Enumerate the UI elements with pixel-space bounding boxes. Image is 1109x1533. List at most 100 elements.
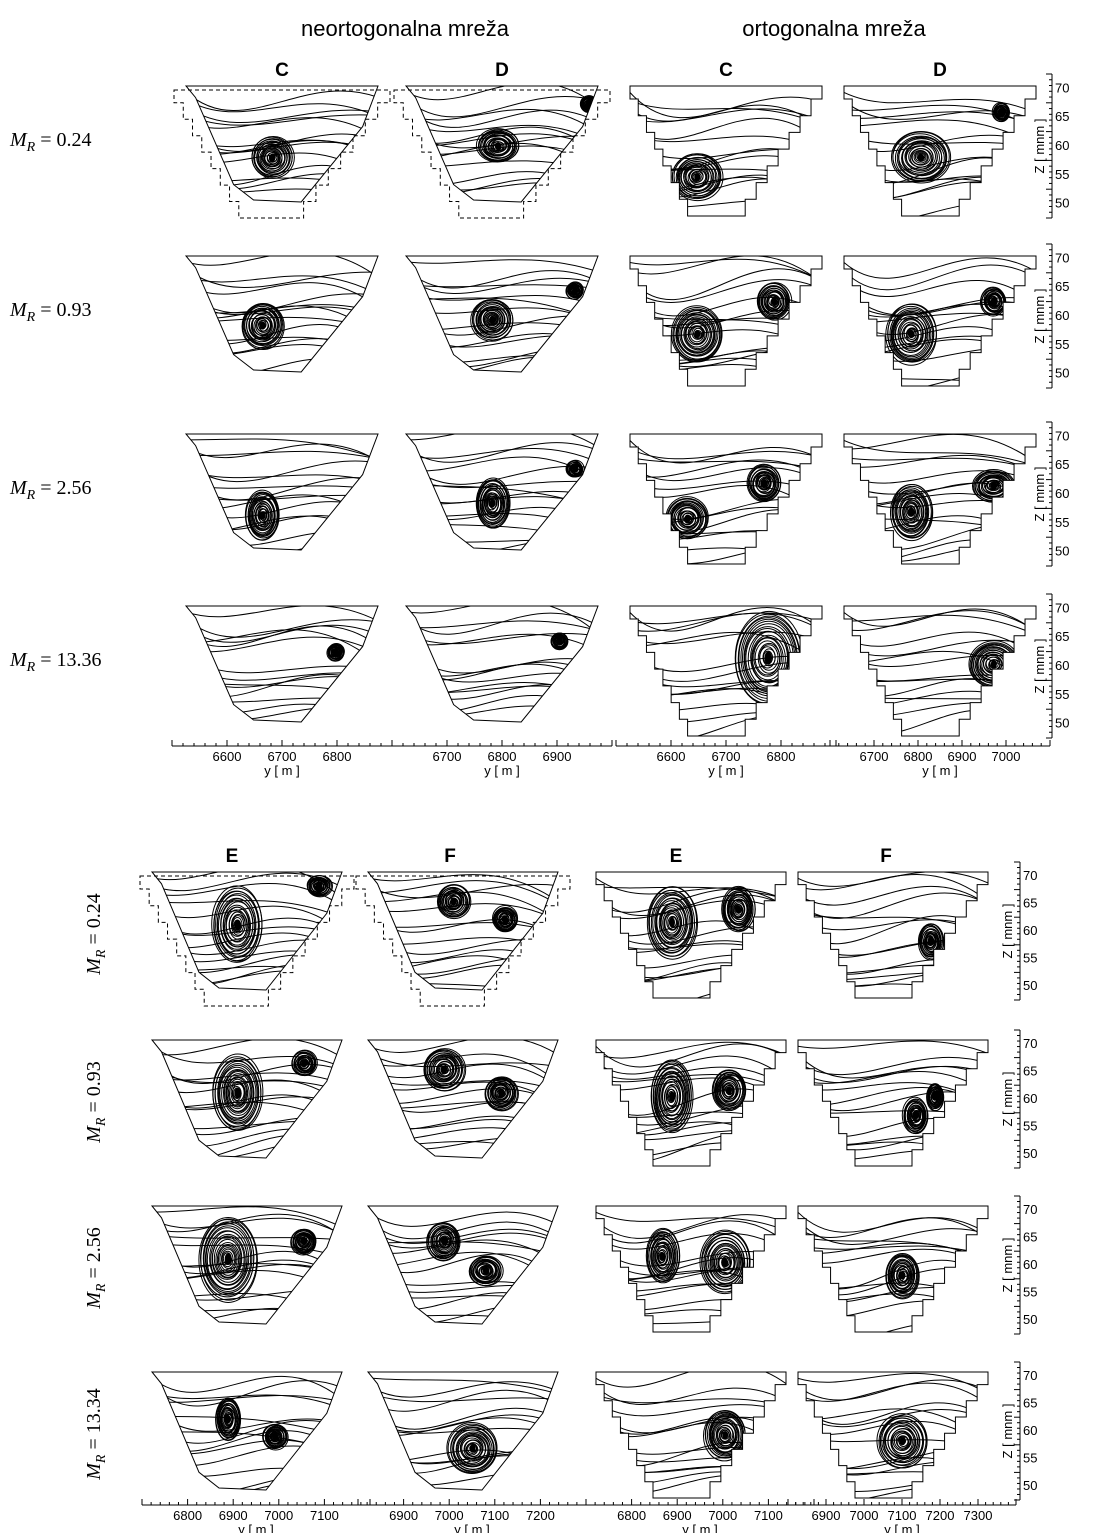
streamline	[326, 644, 345, 662]
streamline	[757, 282, 793, 321]
streamline	[596, 1394, 786, 1408]
domain-boundary	[150, 1371, 343, 1491]
streamline	[885, 1253, 920, 1300]
streamline	[722, 888, 754, 931]
streamline	[406, 351, 598, 372]
streamline	[566, 281, 584, 299]
streamline	[754, 640, 781, 676]
streamline	[898, 1436, 909, 1447]
streamline	[654, 1068, 689, 1126]
vortex-core	[234, 919, 241, 931]
streamline	[630, 671, 822, 688]
streamline	[630, 547, 822, 564]
column-label: C	[275, 60, 289, 81]
z-tick-label: 70	[1055, 250, 1069, 265]
streamline	[406, 612, 598, 635]
streamline	[205, 1227, 250, 1290]
streamline	[844, 104, 1036, 130]
streamline	[798, 915, 988, 945]
streamline-panel	[150, 1371, 343, 1491]
z-axis-label: Z [ mnm ]	[1000, 1072, 1015, 1127]
streamline	[446, 1422, 498, 1475]
streamline	[798, 935, 988, 956]
streamline	[630, 607, 822, 632]
streamline	[630, 465, 822, 483]
domain-boundary	[595, 871, 787, 999]
streamline	[264, 150, 279, 166]
streamline	[798, 1141, 988, 1166]
streamline	[186, 460, 378, 483]
streamline	[368, 1253, 558, 1279]
z-tick-label: 70	[1055, 80, 1069, 95]
streamline	[152, 1206, 342, 1228]
streamline-panel	[843, 433, 1037, 565]
streamline	[152, 1420, 342, 1444]
z-tick-label: 60	[1055, 308, 1069, 323]
x-axis: 6600 6700 6800 y [ m ]	[615, 740, 837, 778]
vortex-core	[771, 297, 777, 306]
streamline	[844, 440, 1036, 467]
streamline	[798, 1242, 988, 1263]
streamline	[630, 631, 822, 666]
streamline	[596, 1211, 786, 1232]
bottom-panel-block: E F E F MR = 0.24 MR = 0.93 MR = 2.56 MR = 13.3…	[83, 846, 1037, 1533]
streamline	[630, 688, 822, 724]
vortex-core	[899, 1437, 906, 1446]
streamline	[368, 891, 558, 922]
streamline	[152, 900, 342, 918]
streamline	[186, 438, 378, 460]
streamline	[798, 983, 988, 998]
streamline	[596, 935, 786, 958]
streamline	[186, 606, 378, 622]
domain-boundary	[843, 605, 1037, 737]
z-tick-label: 70	[1023, 1202, 1037, 1217]
streamline	[844, 303, 1036, 320]
streamline	[596, 1283, 786, 1309]
streamline	[798, 972, 988, 981]
streamline-panel	[797, 871, 989, 999]
x-tick-label: 7100	[310, 1508, 339, 1523]
streamline	[630, 134, 822, 150]
streamline	[441, 889, 467, 916]
streamline	[798, 1110, 988, 1118]
z-axis: 70 65 60 55 50 Z [ mnm ]	[1000, 1361, 1037, 1501]
streamline	[406, 632, 598, 645]
streamline	[844, 696, 1036, 701]
streamline	[798, 1382, 988, 1405]
streamline	[596, 1283, 786, 1301]
column-label: E	[226, 846, 239, 867]
domain-boundary	[629, 605, 823, 737]
streamline	[152, 872, 342, 899]
streamline	[452, 1427, 495, 1471]
streamline	[913, 150, 928, 164]
streamline	[630, 448, 822, 460]
streamline	[596, 951, 786, 969]
x-tick-label: 7200	[926, 1508, 955, 1523]
streamline	[186, 499, 378, 519]
row-label: MR = 0.24	[9, 129, 92, 155]
z-axis-label: Z [ mnm ]	[1000, 904, 1015, 959]
streamline	[186, 90, 378, 111]
streamline	[798, 1118, 988, 1138]
streamline	[152, 1137, 342, 1158]
streamline	[630, 357, 822, 386]
x-tick-label: 6900	[389, 1508, 418, 1523]
streamline	[368, 1251, 558, 1285]
row-label: MR = 2.56	[9, 477, 92, 503]
streamline	[712, 1420, 737, 1450]
streamline	[368, 931, 558, 955]
streamline	[406, 106, 598, 128]
streamline	[152, 1375, 342, 1400]
streamline	[368, 1377, 558, 1395]
streamline-panel	[595, 1039, 787, 1167]
streamline	[186, 282, 378, 308]
streamline	[844, 92, 1036, 114]
streamline	[630, 148, 822, 170]
streamline	[423, 1048, 467, 1092]
streamline-panel	[404, 433, 599, 551]
x-axis-label: y [ m ]	[884, 1522, 919, 1533]
streamline	[406, 276, 598, 294]
streamline	[753, 637, 782, 677]
z-tick-label: 55	[1055, 515, 1069, 530]
x-tick-label: 6700	[860, 749, 889, 764]
